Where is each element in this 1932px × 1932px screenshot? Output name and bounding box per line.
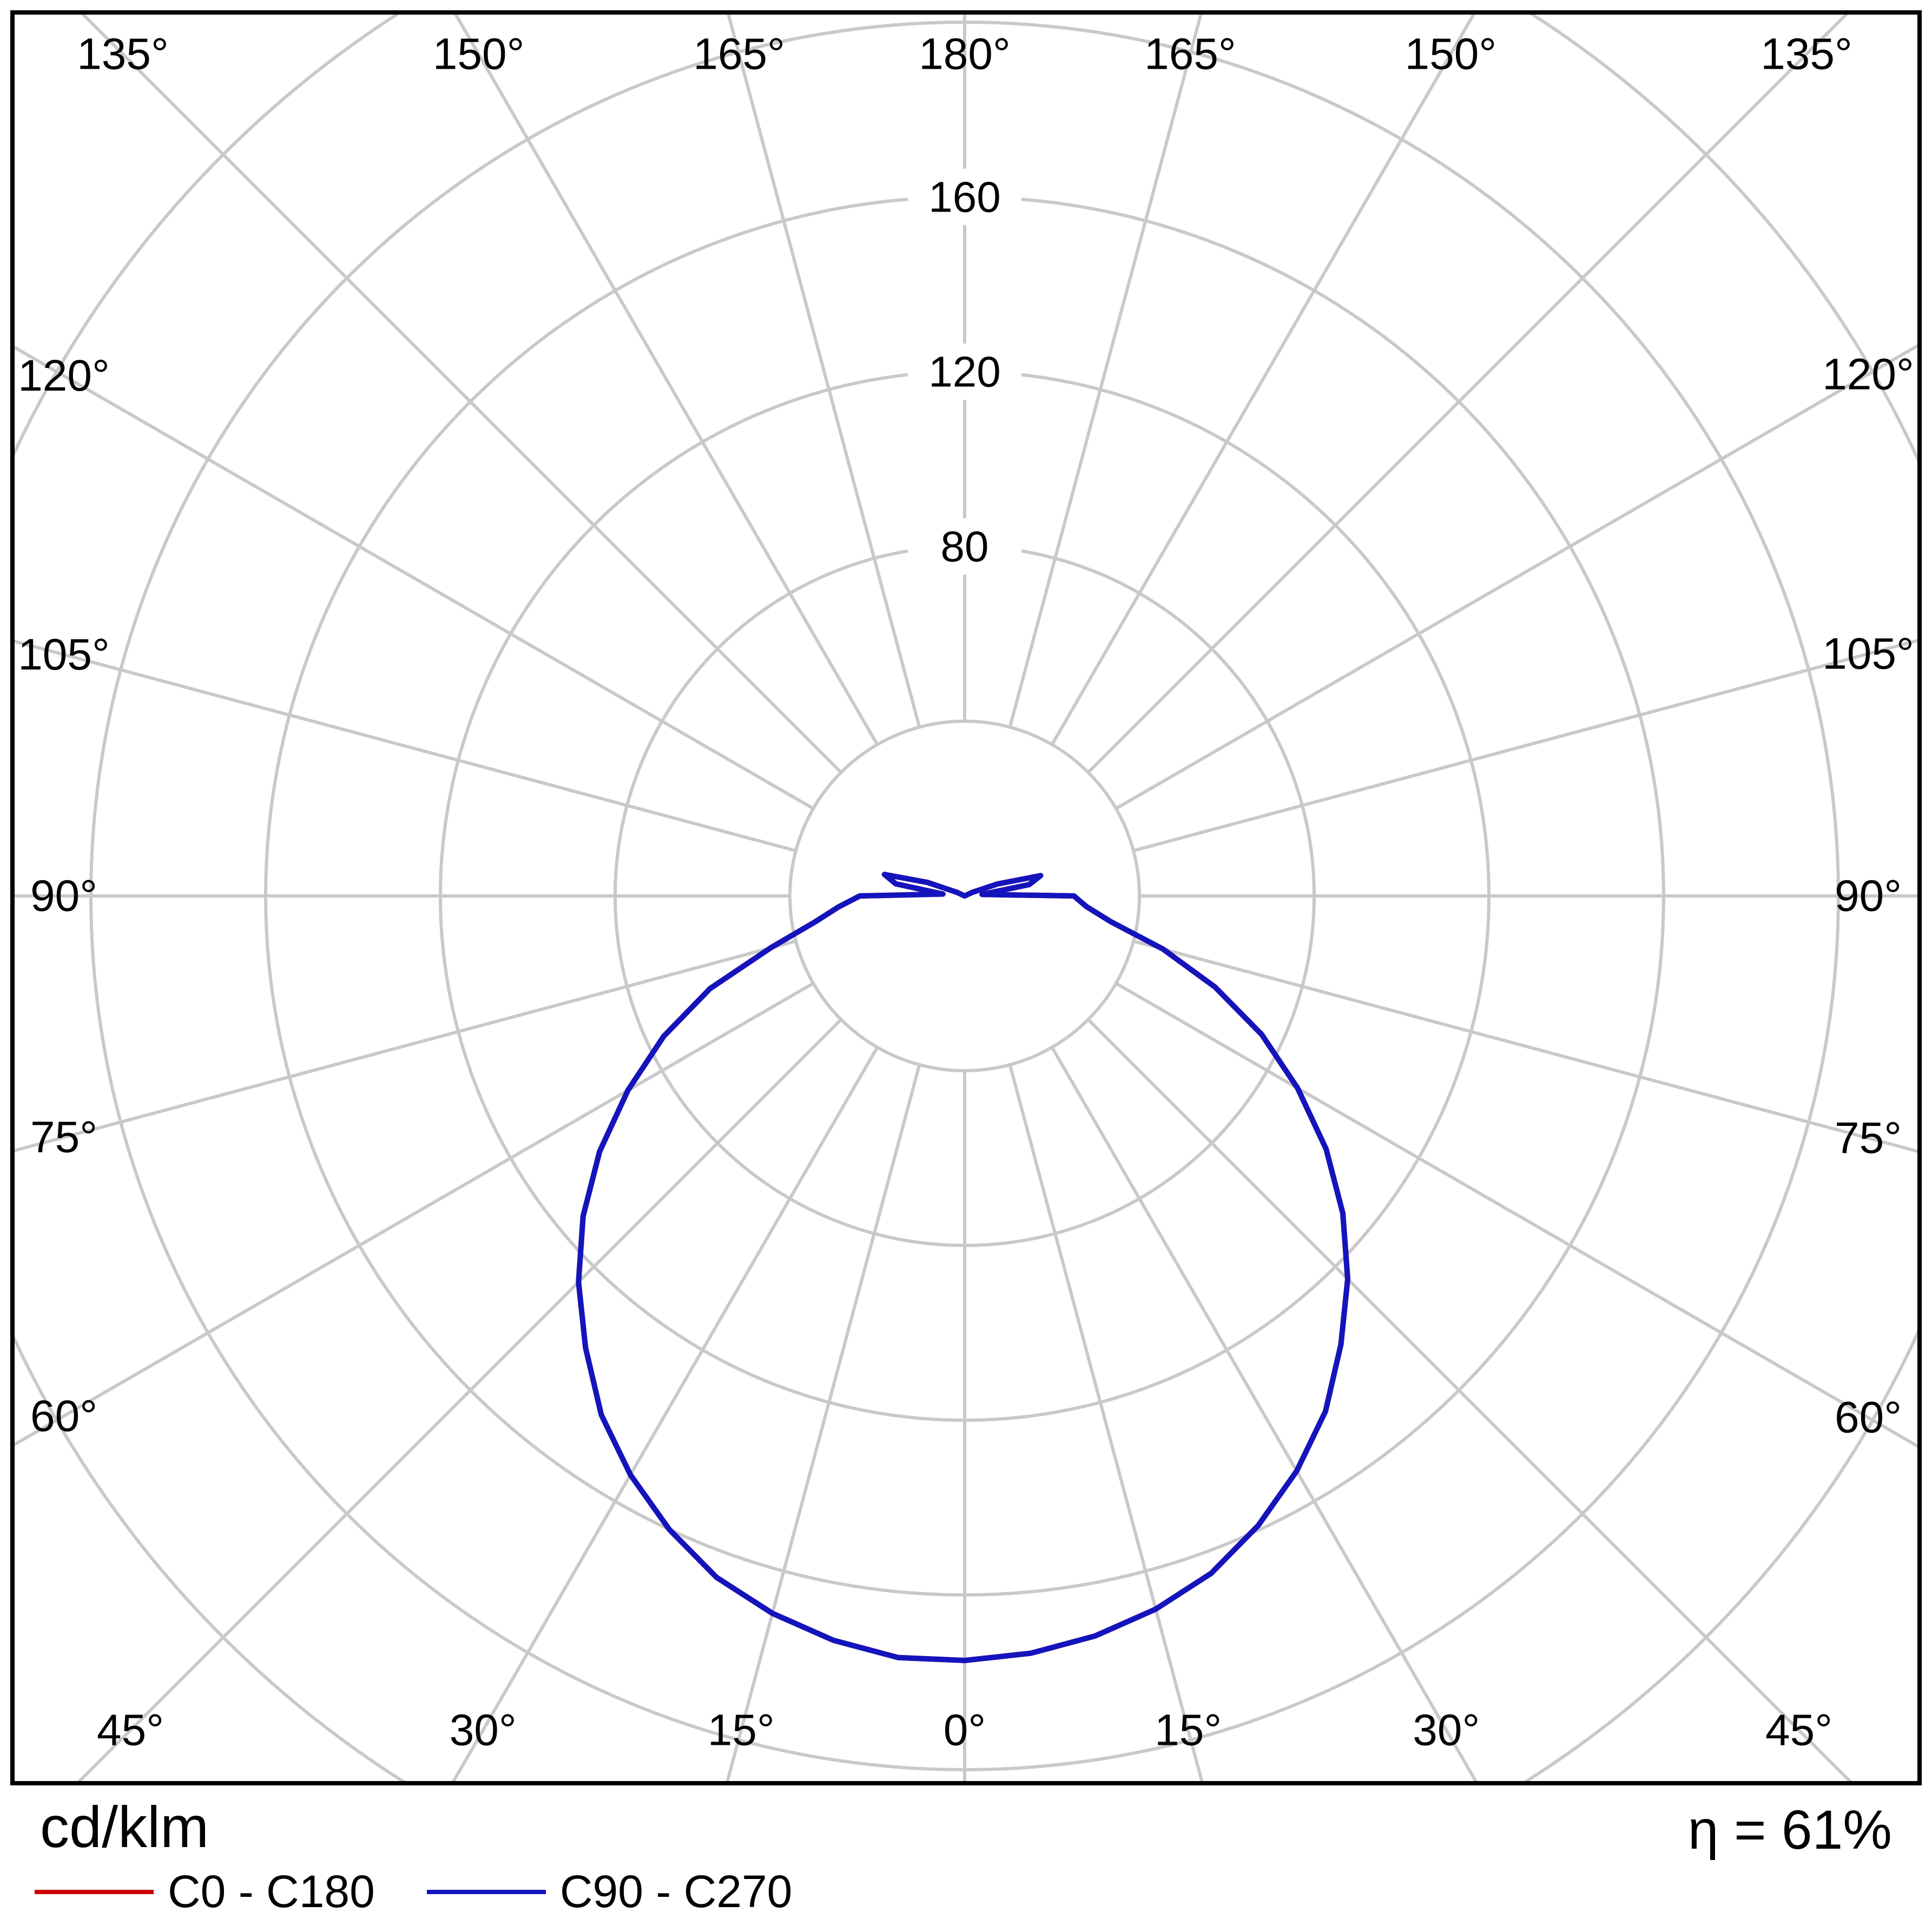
angle-label: 30° <box>1413 1706 1480 1755</box>
curve-c90-c270 <box>576 872 1350 1664</box>
angle-label: 150° <box>1405 30 1497 79</box>
angle-label: 135° <box>1760 30 1852 79</box>
angle-label: 75° <box>30 1113 97 1162</box>
angle-label: 15° <box>1155 1706 1222 1755</box>
legend: C0 - C180 C90 - C270 <box>35 1865 792 1918</box>
angle-label: 165° <box>693 30 785 79</box>
angle-label: 105° <box>18 630 110 679</box>
angle-label: 45° <box>97 1706 164 1755</box>
angle-label: 105° <box>1822 629 1914 678</box>
legend-item-c0-c180: C0 - C180 <box>35 1865 375 1918</box>
angle-label: 0° <box>944 1706 986 1755</box>
angle-label: 150° <box>433 30 525 79</box>
angle-label: 30° <box>450 1706 517 1755</box>
angle-label: 15° <box>708 1706 775 1755</box>
legend-label-c0-c180: C0 - C180 <box>168 1866 375 1917</box>
angle-labels: 0° 15° 15° 30° 30° 45° 45° 60° 60° 75° 75° 90° 90° 10… <box>18 30 1914 1755</box>
efficiency-label: η = 61% <box>1687 1799 1892 1861</box>
angle-label: 135° <box>77 30 169 79</box>
angle-label: 60° <box>1835 1393 1902 1442</box>
legend-line-red-icon <box>35 1889 154 1894</box>
legend-item-c90-c270: C90 - C270 <box>426 1865 793 1918</box>
chart-border <box>10 10 1922 1785</box>
angle-label: 90° <box>30 872 97 921</box>
angle-label: 120° <box>1822 350 1914 399</box>
angle-label: 120° <box>18 351 110 400</box>
angle-label: 75° <box>1835 1113 1902 1163</box>
radial-tick-label: 160 <box>928 173 1000 221</box>
radial-tick-labels: 80 120 160 <box>908 169 1021 575</box>
angle-label: 90° <box>1835 872 1902 921</box>
unit-label: cd/klm <box>40 1794 209 1860</box>
legend-line-blue-icon <box>426 1889 546 1894</box>
angle-label: 45° <box>1765 1706 1832 1755</box>
radial-tick-label: 80 <box>941 523 989 571</box>
radial-tick-label: 120 <box>928 348 1000 396</box>
angle-label: 165° <box>1144 30 1236 79</box>
angle-label: 60° <box>30 1392 97 1441</box>
legend-label-c90-c270: C90 - C270 <box>559 1866 793 1917</box>
angle-label: 180° <box>919 30 1011 79</box>
